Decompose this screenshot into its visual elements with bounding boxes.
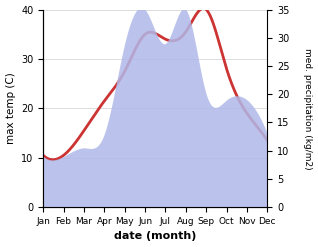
Y-axis label: max temp (C): max temp (C) <box>5 72 16 144</box>
X-axis label: date (month): date (month) <box>114 231 197 242</box>
Y-axis label: med. precipitation (kg/m2): med. precipitation (kg/m2) <box>303 48 313 169</box>
